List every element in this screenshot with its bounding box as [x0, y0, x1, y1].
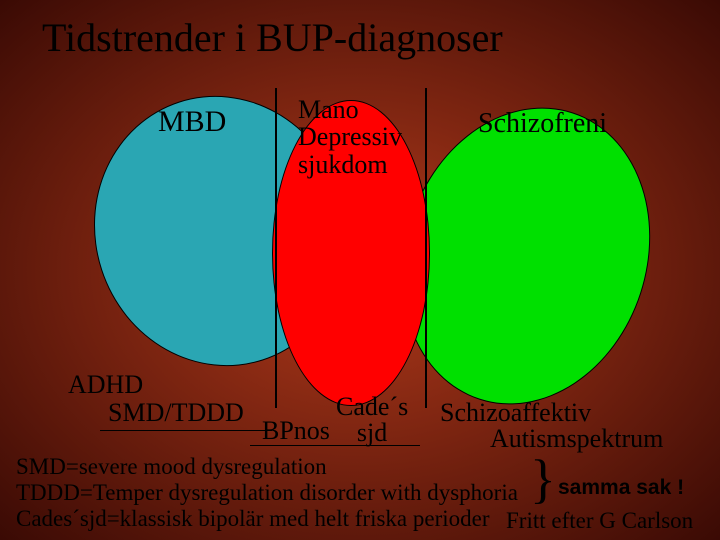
label-autismspektrum: Autismspektrum [490, 424, 663, 454]
divider-right [425, 88, 427, 408]
label-mano-depressiv: Mano Depressiv sjukdom [298, 96, 402, 178]
curly-brace-icon: } [530, 452, 556, 506]
definition-cades: Cades´sjd=klassisk bipolär med helt fris… [16, 506, 490, 532]
label-schizofreni: Schizofreni [478, 108, 607, 140]
definition-tddd: TDDD=Temper dysregulation disorder with … [16, 480, 518, 506]
label-bpnos: BPnos [262, 416, 330, 446]
underline-adhd-smd [100, 430, 272, 431]
slide-title: Tidstrender i BUP-diagnoser [42, 14, 503, 61]
label-cades-sjd: Cade´s sjd [336, 394, 408, 446]
definition-smd: SMD=severe mood dysregulation [16, 454, 327, 480]
label-mbd: MBD [158, 105, 226, 139]
label-samma-sak: samma sak ! [558, 476, 684, 500]
divider-left [275, 88, 277, 408]
slide-stage: Tidstrender i BUP-diagnoser MBD Mano Dep… [0, 0, 720, 540]
credit-line: Fritt efter G Carlson [506, 508, 693, 534]
label-adhd: ADHD [68, 370, 143, 400]
label-smd-tddd: SMD/TDDD [108, 398, 244, 428]
